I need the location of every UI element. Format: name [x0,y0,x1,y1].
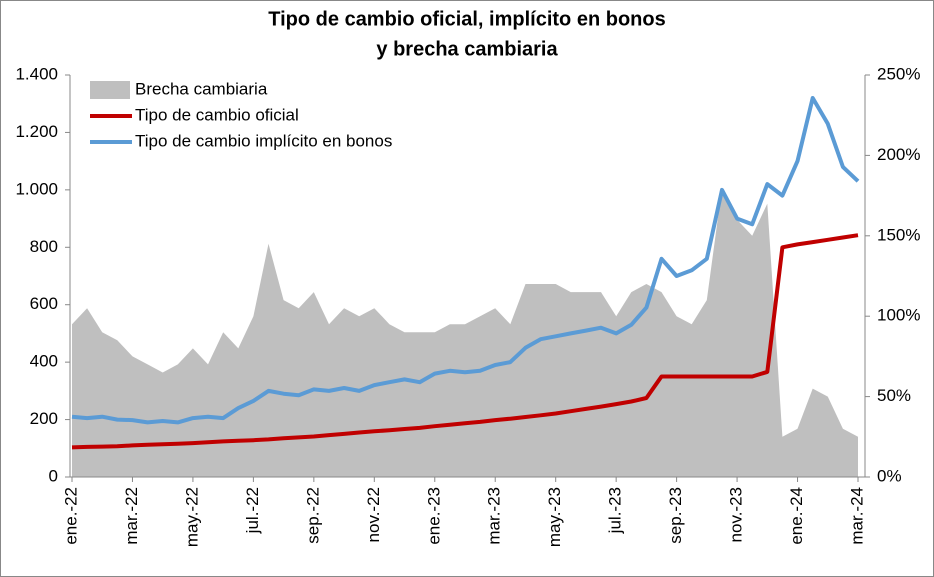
y2-tick-label: 100% [877,306,920,325]
x-tick-label: mar.-23 [485,487,504,545]
area [72,187,858,477]
y-tick-label: 1.000 [15,179,58,198]
x-tick-label: jul.-22 [243,487,262,534]
y2-tick-label: 150% [877,225,920,244]
x-tick-label: mar.-22 [122,487,141,545]
chart-subtitle: y brecha cambiaria [376,38,558,60]
x-tick-label: sep.-23 [666,487,685,544]
legend-label: Tipo de cambio oficial [135,105,299,124]
x-tick-label: jul.-23 [606,487,625,534]
y-tick-label: 200 [30,409,58,428]
line [71,96,860,425]
y-tick-label: 0 [49,466,58,485]
x-tick-label: nov.-22 [364,487,383,542]
y2-tick-label: 0% [877,466,902,485]
y-tick-label: 800 [30,237,58,256]
legend-label: Brecha cambiaria [135,79,268,98]
x-tick-label: sep.-22 [303,487,322,544]
x-tick-label: nov.-23 [727,487,746,542]
y-tick-label: 600 [30,294,58,313]
y-tick-label: 1.200 [15,122,58,141]
y2-tick-label: 200% [877,145,920,164]
y-tick-label: 400 [30,352,58,371]
legend-swatch [90,81,130,99]
y2-tick-label: 50% [877,386,911,405]
x-tick-label: ene.-23 [424,487,443,545]
x-tick-label: ene.-24 [787,487,806,545]
legend-label: Tipo de cambio implícito en bonos [135,131,392,150]
x-tick-label: mar.-24 [847,487,866,545]
y2-tick-label: 250% [877,64,920,83]
line [71,233,859,450]
x-tick-label: ene.-22 [61,487,80,545]
chart-title: Tipo de cambio oficial, implícito en bon… [268,8,665,30]
x-tick-label: may.-23 [545,487,564,547]
x-tick-label: may.-22 [182,487,201,547]
y-tick-label: 1.400 [15,64,58,83]
